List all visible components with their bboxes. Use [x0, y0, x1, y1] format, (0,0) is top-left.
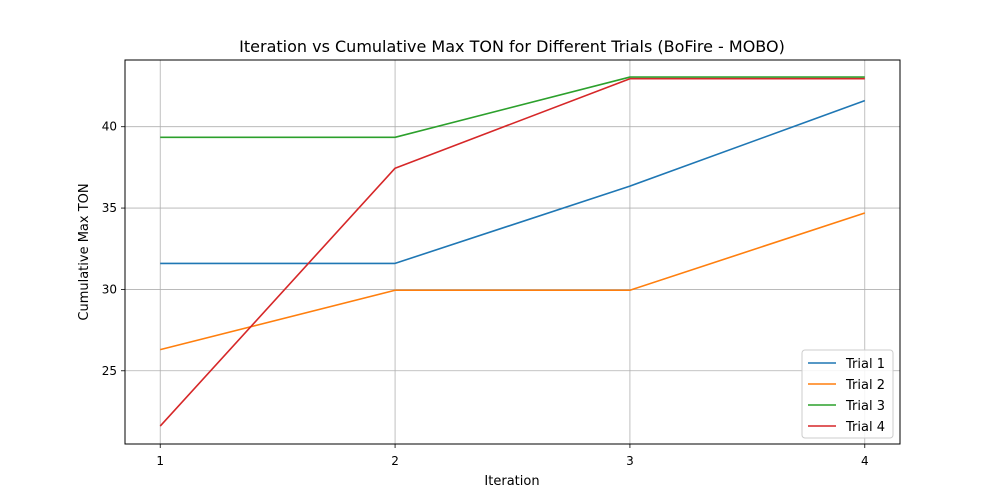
series-line-trial-4	[159, 77, 865, 427]
x-tick-label: 1	[156, 454, 164, 468]
y-tick-label: 35	[102, 201, 117, 215]
legend-label-trial-4: Trial 4	[845, 420, 885, 435]
legend-label-trial-2: Trial 2	[845, 378, 885, 393]
grid-lines	[125, 60, 900, 444]
series-lines	[159, 76, 866, 427]
legend: Trial 1 Trial 2 Trial 3 Trial 4	[801, 349, 894, 439]
series-line-trial-2	[160, 212, 866, 351]
plot-area-frame	[124, 59, 901, 445]
y-tick-label: 30	[102, 282, 117, 296]
y-tick-label: 40	[102, 120, 117, 134]
legend-label-trial-3: Trial 3	[845, 399, 885, 414]
y-tick-label: 25	[102, 364, 117, 378]
series-line-trial-3	[160, 76, 865, 139]
x-axis-label: Iteration	[484, 474, 539, 489]
axis-ticks: 1 2 3 4 25 30 35 40	[102, 120, 869, 468]
series-line-trial-1	[160, 99, 866, 265]
legend-label-trial-1: Trial 1	[845, 357, 885, 372]
x-tick-label: 4	[861, 454, 869, 468]
legend-frame	[801, 349, 894, 439]
y-axis-label: Cumulative Max TON	[77, 183, 92, 320]
chart-title: Iteration vs Cumulative Max TON for Diff…	[239, 37, 785, 56]
x-tick-label: 2	[391, 454, 399, 468]
x-tick-label: 3	[626, 454, 634, 468]
legend-items: Trial 1 Trial 2 Trial 3 Trial 4	[808, 357, 885, 435]
